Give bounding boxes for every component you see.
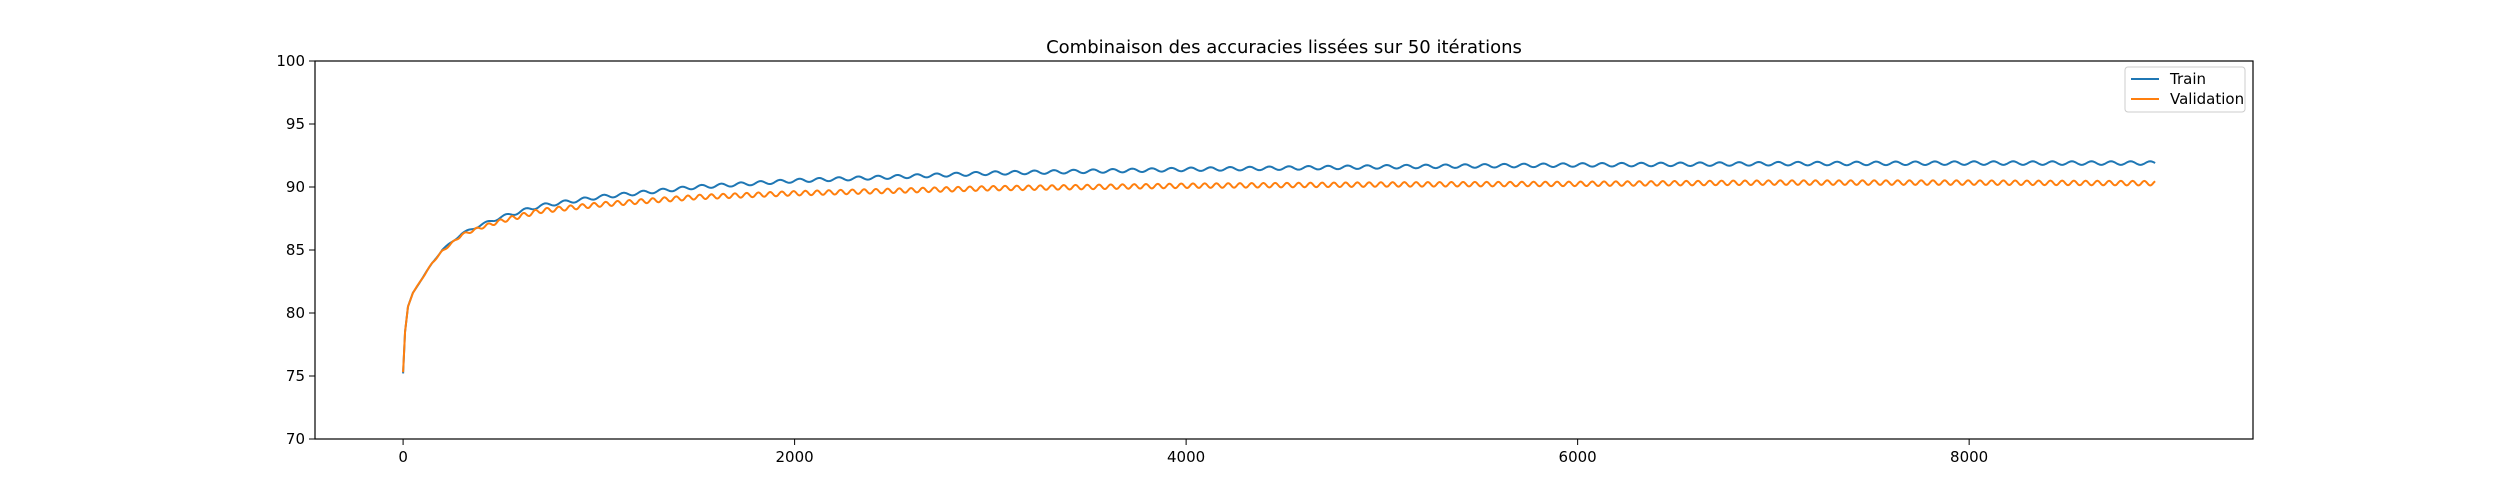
series-line-train: [402, 160, 2156, 374]
x-axis: 0 2000 4000 6000 8000: [398, 439, 1988, 466]
chart-title: Combinaison des accuracies lissées sur 5…: [1046, 37, 1522, 58]
x-tick-label: 8000: [1950, 448, 1988, 466]
plot-lines: [402, 160, 2156, 374]
legend: Train Validation: [2124, 66, 2246, 113]
y-tick-label: 95: [286, 115, 305, 133]
y-tick-label: 85: [286, 241, 305, 259]
y-tick-label: 100: [276, 52, 305, 70]
series-line-validation: [402, 179, 2156, 373]
plot-frame: [314, 60, 2254, 440]
y-tick-label: 80: [286, 304, 305, 322]
y-tick-label: 70: [286, 430, 305, 448]
x-tick-label: 0: [398, 448, 408, 466]
x-tick-label: 4000: [1167, 448, 1205, 466]
legend-label-validation: Validation: [2170, 90, 2244, 108]
legend-label-train: Train: [2169, 70, 2206, 88]
y-tick-label: 75: [286, 367, 305, 385]
y-axis: 70 75 80 85 90 95 100: [276, 52, 315, 448]
y-tick-label: 90: [286, 178, 305, 196]
x-tick-label: 6000: [1559, 448, 1597, 466]
x-tick-label: 2000: [776, 448, 814, 466]
